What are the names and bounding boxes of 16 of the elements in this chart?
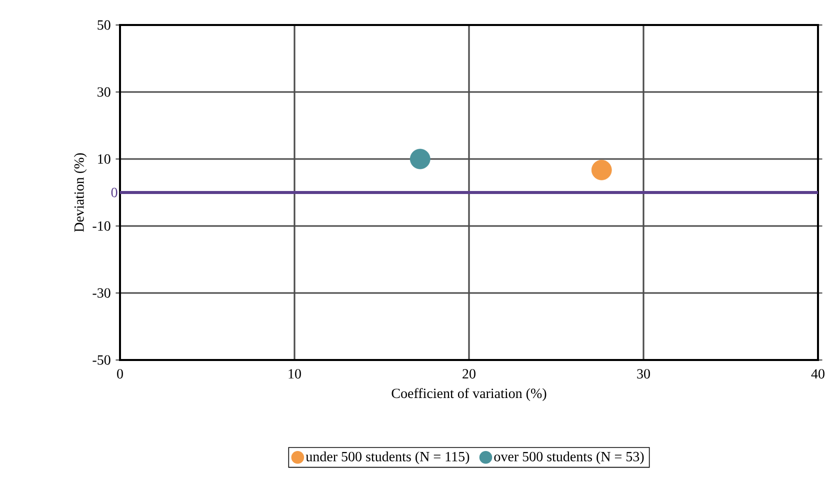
x-axis-title: Coefficient of variation (%) (392, 388, 546, 401)
legend-label: over 500 students (N = 53) (494, 451, 644, 464)
y-tick-label: 50 (98, 20, 110, 30)
x-tick-label: 40 (811, 369, 824, 379)
x-tick-label: 30 (637, 369, 650, 379)
y-tick-label: 30 (98, 87, 110, 97)
x-tick-label: 10 (288, 369, 301, 379)
ref-line-label: 0 (111, 188, 118, 198)
y-tick-label: -10 (92, 221, 110, 231)
y-tick-label: 10 (98, 154, 110, 164)
y-tick-label: -30 (92, 288, 110, 298)
legend-label: under 500 students (N = 115) (306, 451, 470, 464)
x-tick-label: 0 (117, 369, 123, 379)
x-tick-label: 20 (462, 369, 476, 379)
y-axis-title: Deviation (%) (74, 153, 87, 232)
y-tick-label: -50 (92, 355, 110, 365)
